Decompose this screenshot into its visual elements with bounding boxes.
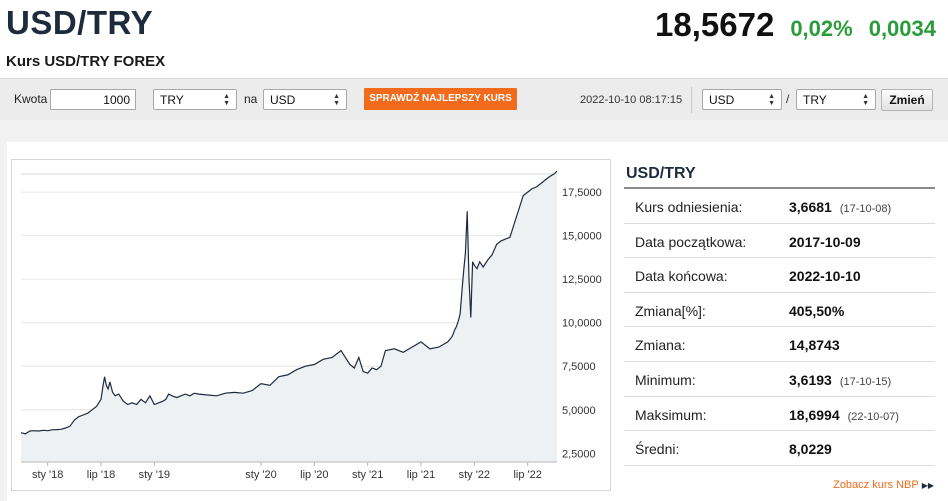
page-title: USD/TRY — [6, 4, 154, 41]
stats-value: 18,6994 (22-10-07) — [789, 407, 899, 423]
stats-value: 3,6193 (17-10-15) — [789, 372, 891, 388]
stats-title: USD/TRY — [624, 159, 935, 189]
pair-base-select[interactable]: USD ▲ ▼ — [702, 89, 782, 110]
stats-row: Maksimum: 18,6994 (22-10-07) — [624, 397, 935, 432]
y-tick-label: 12,5000 — [562, 274, 602, 286]
y-tick-label: 5,0000 — [562, 405, 596, 417]
stats-value-text: 405,50% — [789, 302, 845, 319]
y-tick-label: 17,5000 — [562, 187, 602, 199]
current-price: 18,5672 — [655, 6, 775, 43]
pair-separator: / — [786, 92, 790, 106]
from-currency-value: TRY — [160, 93, 184, 107]
stats-row: Data początkowa: 2017-10-09 — [624, 224, 935, 259]
x-tick-label: sty '20 — [245, 469, 276, 481]
stats-value: 2017-10-09 — [789, 234, 861, 250]
from-currency-select[interactable]: TRY ▲ ▼ — [153, 89, 237, 110]
x-tick-label: sty '19 — [139, 469, 170, 481]
stats-value: 2022-10-10 — [789, 268, 861, 284]
y-tick-label: 15,0000 — [562, 231, 602, 243]
stats-value: 3,6681 (17-10-08) — [789, 199, 891, 215]
stats-label: Kurs odniesienia: — [635, 199, 743, 215]
x-tick-label: lip '18 — [87, 469, 115, 481]
quote-timestamp: 2022-10-10 08:17:15 — [580, 94, 683, 106]
stats-label: Data końcowa: — [635, 268, 728, 285]
stats-label: Data początkowa: — [635, 233, 747, 250]
stats-value-text: 3,6193 — [789, 371, 832, 388]
stats-value-date: (17-10-08) — [839, 203, 892, 215]
price-area — [21, 171, 557, 462]
change-percent: 0,02% — [790, 16, 853, 41]
stats-label: Maksimum: — [635, 406, 707, 423]
pair-quote-select[interactable]: TRY ▲ ▼ — [796, 89, 876, 110]
toolbar-divider — [691, 87, 692, 113]
select-arrows-icon: ▲ ▼ — [333, 93, 340, 107]
stats-row: Data końcowa: 2022-10-10 — [624, 258, 935, 293]
stats-label: Minimum: — [635, 371, 696, 388]
y-tick-label: 2,5000 — [562, 448, 596, 460]
stats-value-text: 14,8743 — [789, 337, 840, 354]
double-chevron-right-icon: ▶▶ — [921, 481, 934, 490]
amount-input[interactable] — [50, 89, 136, 110]
amount-label: Kwota — [14, 92, 48, 106]
stats-row: Średni: 8,0229 — [624, 431, 935, 466]
stats-row: Zmiana: 14,8743 — [624, 327, 935, 362]
select-arrows-icon: ▲ ▼ — [862, 93, 869, 107]
converter-toolbar: Kwota TRY ▲▼ na USD ▲▼ SPRAWDŹ NAJLEPSZY… — [0, 78, 948, 120]
y-tick-label: 7,5000 — [562, 361, 596, 373]
select-arrows-icon: ▲ ▼ — [223, 93, 230, 107]
price-line — [20, 170, 558, 435]
stats-value-date: (22-10-07) — [847, 410, 899, 423]
stats-label: Zmiana: — [635, 337, 686, 354]
x-tick-label: sty '21 — [352, 469, 383, 481]
quote-summary: 18,5672 0,02% 0,0034 — [655, 6, 936, 44]
nbp-link-label: Zobacz kurs NBP — [833, 479, 919, 491]
pair-base-value: USD — [709, 93, 735, 107]
stats-value-text: 18,6994 — [789, 406, 840, 423]
stats-value: 405,50% — [789, 303, 844, 319]
stats-row: Minimum: 3,6193 (17-10-15) — [624, 362, 935, 397]
x-tick-label: lip '20 — [300, 469, 328, 481]
to-label: na — [244, 92, 258, 106]
stats-value-text: 3,6681 — [789, 199, 832, 215]
select-arrows-icon: ▲ ▼ — [768, 93, 775, 107]
nbp-rate-link[interactable]: Zobacz kurs NBP ▶▶ — [833, 479, 934, 491]
to-currency-select[interactable]: USD ▲ ▼ — [263, 89, 347, 110]
stats-value: 8,0229 — [789, 441, 832, 457]
change-pair-button[interactable]: Zmień — [881, 89, 933, 111]
stats-row: Zmiana[%]: 405,50% — [624, 293, 935, 328]
stats-panel: USD/TRY Kurs odniesienia: 3,6681 (17-10-08… — [624, 159, 935, 466]
x-tick-label: sty '18 — [32, 469, 63, 481]
stats-label: Zmiana[%]: — [635, 302, 706, 319]
x-tick-label: lip '22 — [513, 469, 541, 481]
stats-value-text: 2017-10-09 — [789, 233, 861, 250]
price-chart-svg: 2,5000 5,0000 7,5000 10,0000 12,5000 15,0000 1… — [20, 170, 602, 481]
to-currency-value: USD — [270, 93, 296, 107]
stats-value-text: 2022-10-10 — [789, 268, 861, 285]
stats-label: Średni: — [635, 441, 680, 458]
y-tick-label: 10,0000 — [562, 318, 602, 330]
x-tick-label: lip '21 — [407, 469, 435, 481]
best-rate-button[interactable]: SPRAWDŹ NAJLEPSZY KURS — [364, 88, 517, 110]
stats-value-text: 8,0229 — [789, 441, 832, 458]
stats-value: 14,8743 — [789, 337, 840, 353]
stats-row: Kurs odniesienia: 3,6681 (17-10-08) — [624, 189, 935, 224]
page-subtitle: Kurs USD/TRY FOREX — [6, 53, 166, 70]
change-absolute: 0,0034 — [868, 16, 936, 41]
stats-value-date: (17-10-15) — [839, 375, 892, 388]
stats-table: Kurs odniesienia: 3,6681 (17-10-08) Data po… — [624, 189, 935, 466]
price-chart[interactable]: 2,5000 5,0000 7,5000 10,0000 12,5000 15,0000 1… — [11, 159, 611, 491]
pair-quote-value: TRY — [803, 93, 827, 107]
x-tick-label: sty '22 — [459, 469, 490, 481]
